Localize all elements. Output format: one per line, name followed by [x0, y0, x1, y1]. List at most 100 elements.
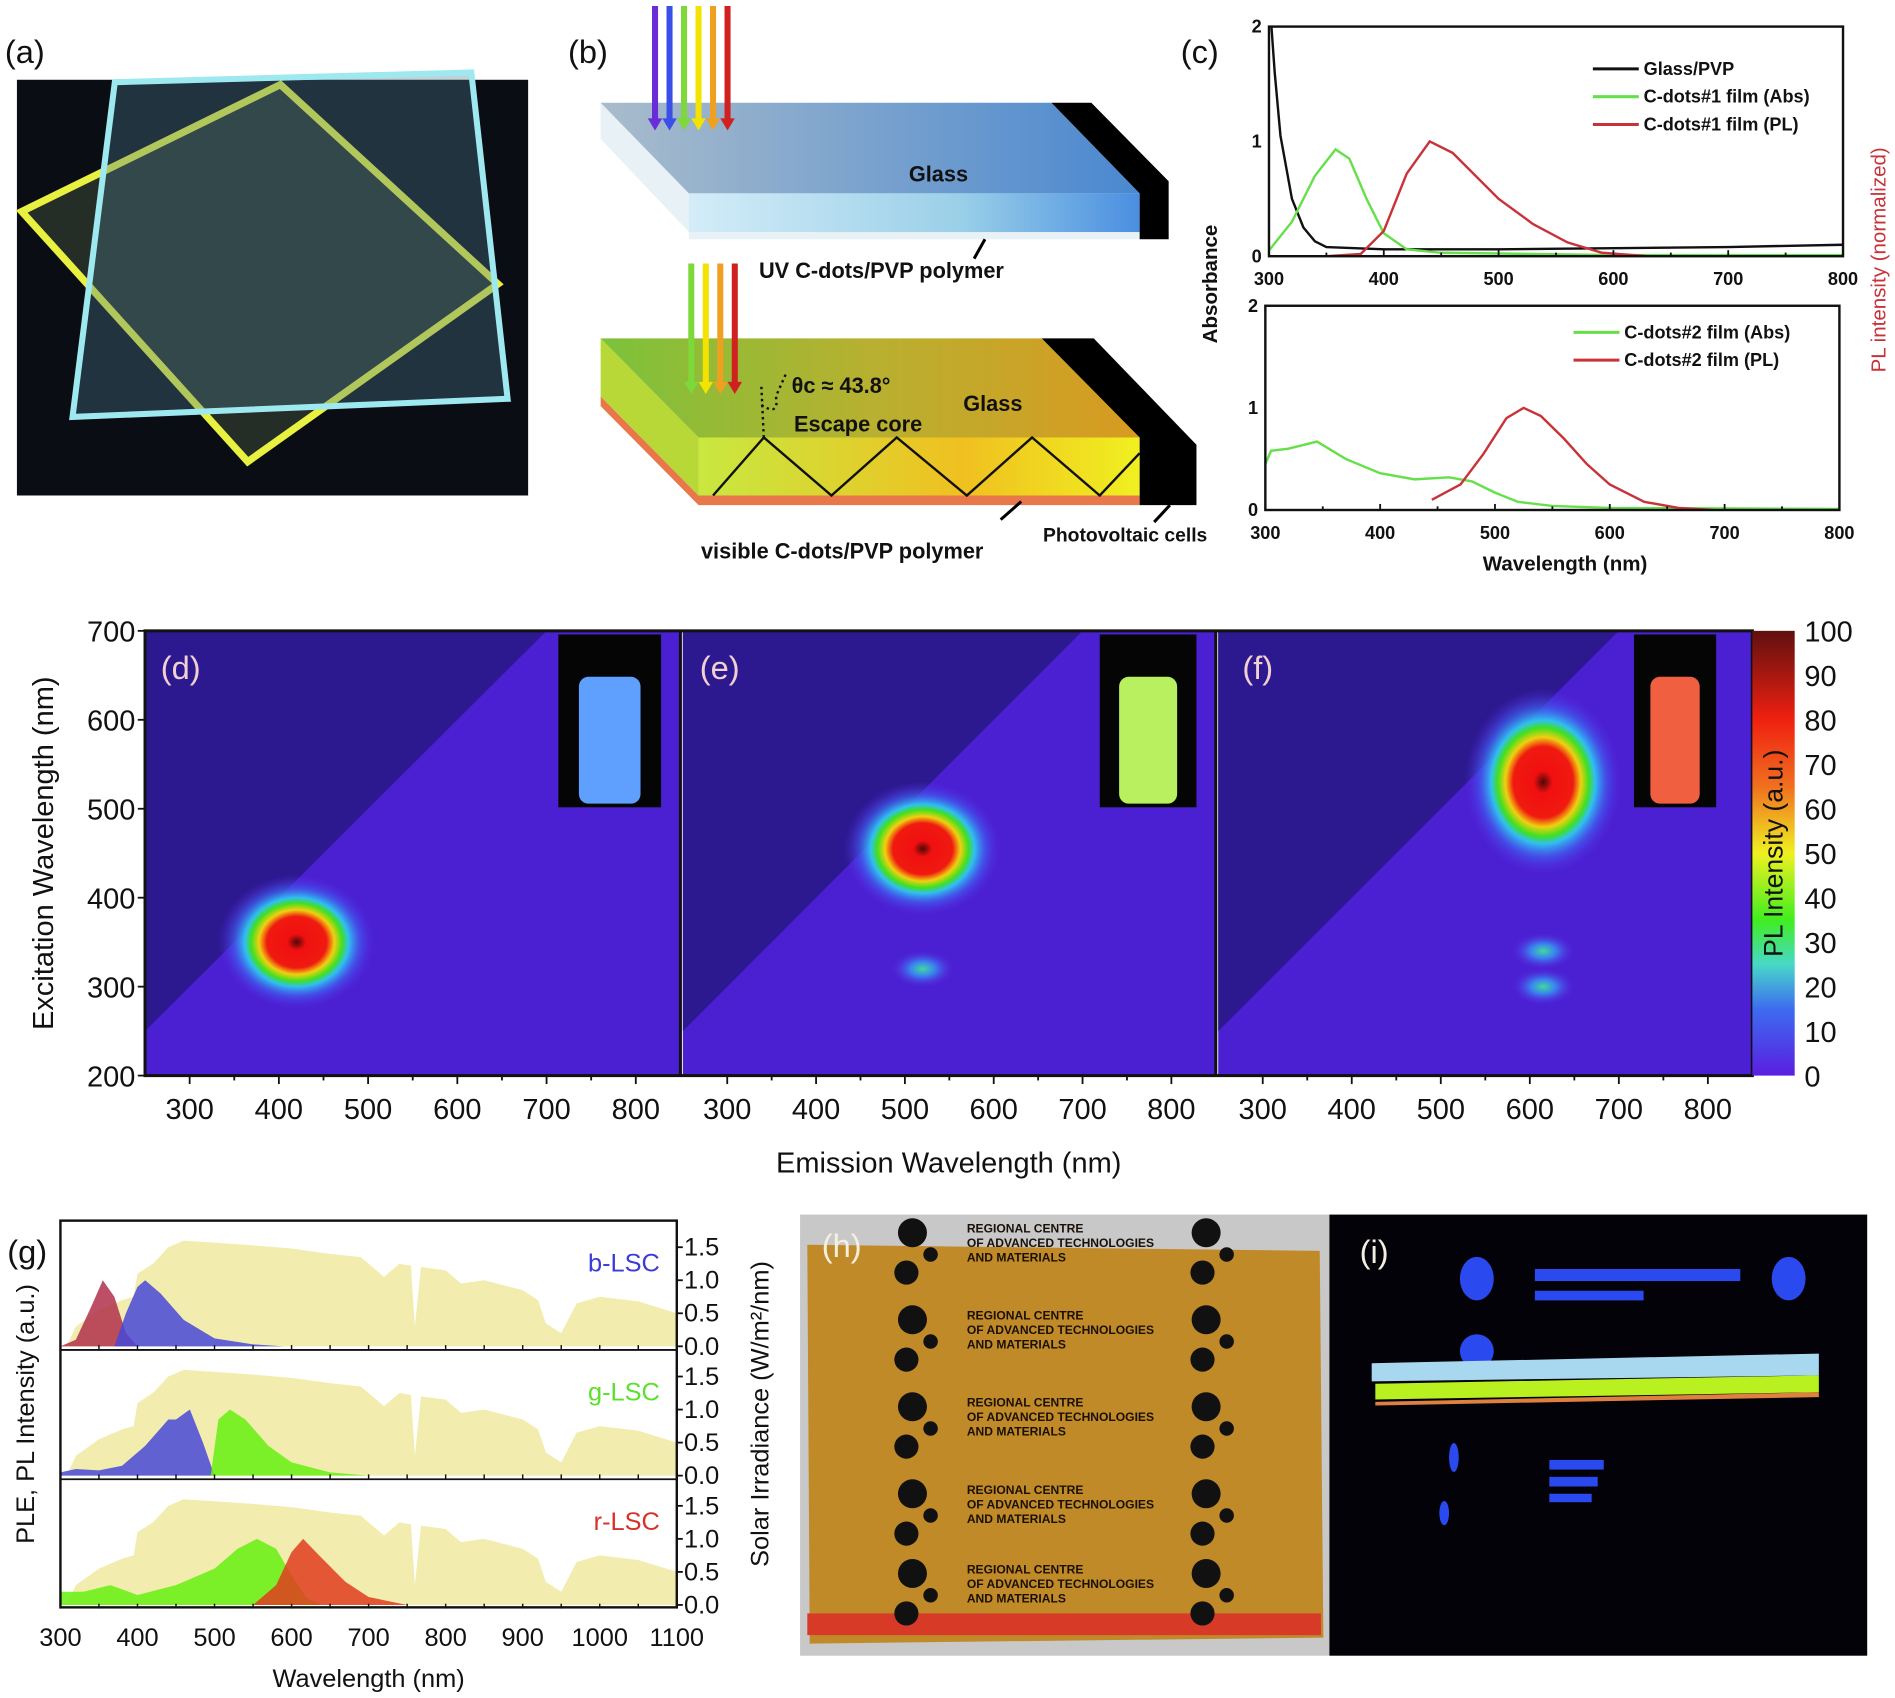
panel-c-label: (c)	[1181, 33, 1219, 70]
x-tick-label: 1000	[572, 1624, 628, 1652]
solar-spectrum-area	[60, 1499, 677, 1605]
panel-h-label: (h)	[822, 1227, 862, 1264]
y-tick-label: 700	[87, 617, 135, 649]
arrow-head-icon	[647, 118, 663, 131]
x-tick-label: 600	[1598, 269, 1628, 289]
logo-dot-icon	[923, 1588, 938, 1603]
chart-c-bottom: C-dots#2 film (Abs) C-dots#2 film (PL) 300…	[1248, 296, 1854, 543]
arrow-head-icon	[691, 118, 706, 131]
arrow-head-icon	[662, 118, 677, 131]
heatmap-peak	[890, 950, 955, 988]
legend-label: C-dots#2 film (PL)	[1624, 350, 1779, 370]
y-tick-label: 1.5	[684, 1234, 719, 1262]
visible-light-arrows	[684, 263, 743, 394]
logo-dot-icon	[897, 1392, 927, 1422]
panel-i-photo	[1329, 1214, 1868, 1656]
photo-text: REGIONAL CENTRE	[967, 1396, 1084, 1410]
incident-light-arrows	[647, 6, 735, 131]
arrow-head-icon	[720, 118, 735, 131]
logo-dot-icon	[1191, 1479, 1221, 1509]
panel-a-photo	[15, 69, 529, 496]
y-tick-label: 2	[1248, 296, 1258, 316]
colorbar-tick-label: 90	[1804, 661, 1836, 693]
spectrum-area	[253, 1538, 408, 1605]
logo-dot-icon	[923, 1247, 938, 1262]
logo-dot-icon	[894, 1347, 919, 1372]
y-tick-label: 300	[87, 973, 135, 1005]
subplot-label: g-LSC	[588, 1379, 660, 1407]
x-tick-label: 500	[1417, 1094, 1465, 1126]
c-right-axis-label: PL intensity (normalized)	[1867, 147, 1890, 372]
x-tick-label: 700	[347, 1624, 389, 1652]
lsc-diagram: Glass UV C-dots/PVP polymer θc ≈ 43.8° E…	[600, 6, 1207, 563]
logo-dot-icon	[1190, 1521, 1215, 1546]
x-tick-label: 300	[165, 1094, 213, 1126]
x-tick-label: 500	[1483, 269, 1513, 289]
y-tick-label: 0	[1248, 500, 1258, 520]
heatmap-peak	[218, 874, 376, 1010]
logo-dot-icon	[923, 1421, 938, 1436]
logo-dot-icon	[923, 1334, 938, 1349]
panel-f-label: (f)	[1242, 649, 1273, 686]
legend-label: C-dots#1 film (Abs)	[1644, 87, 1810, 107]
pv-cells-label: Photovoltaic cells	[1043, 525, 1207, 546]
y-tick-label: 1.0	[684, 1525, 719, 1553]
x-tick-label: 700	[522, 1094, 570, 1126]
y-tick-label: 200	[87, 1061, 135, 1093]
x-tick-label: 700	[1595, 1094, 1643, 1126]
uv-layer-label: UV C-dots/PVP polymer	[759, 258, 1004, 283]
uv-glass-top	[600, 102, 1140, 194]
x-tick-label: 500	[881, 1094, 929, 1126]
x-tick-label: 300	[703, 1094, 751, 1126]
pv-cell-bottom	[1041, 338, 1197, 506]
x-tick-label: 600	[270, 1624, 312, 1652]
x-tick-label: 1100	[650, 1624, 705, 1652]
logo-dot-icon	[1219, 1508, 1234, 1523]
subplot-g-LSC: g-LSC 0.0 0.5 1.0 1.5	[59, 1349, 719, 1490]
logo-dot-icon	[894, 1601, 919, 1626]
panel-g-label: (g)	[7, 1233, 47, 1270]
g-x-axis-label: Wavelength (nm)	[273, 1665, 465, 1693]
colorbar-tick-label: 30	[1804, 928, 1836, 960]
photo-text: OF ADVANCED TECHNOLOGIES	[967, 1410, 1154, 1424]
heatmap-d: 300 400 500 600 700 800 200 300 400 500 600 700	[87, 617, 682, 1126]
vial-icon	[1119, 676, 1178, 804]
y-tick-label: 0.5	[684, 1429, 719, 1457]
panel-d-label: (d)	[161, 649, 201, 686]
def-x-axis-label: Emission Wavelength (nm)	[776, 1147, 1121, 1179]
logo-dot-icon	[894, 1521, 919, 1546]
heatmap-peak	[843, 781, 1002, 917]
logo-dot-icon	[894, 1434, 919, 1459]
arrow-head-icon	[676, 118, 692, 131]
subplot-label: r-LSC	[594, 1508, 660, 1536]
panel-e-label: (e)	[700, 649, 740, 686]
c-x-axis-label: Wavelength (nm)	[1483, 552, 1648, 575]
arrow-head-icon	[684, 381, 699, 394]
colorbar-label: PL Intensity (a.u.)	[1759, 750, 1789, 957]
x-tick-label: 400	[1328, 1094, 1376, 1126]
y-tick-label: 1	[1252, 131, 1262, 151]
plot-frame	[59, 1219, 678, 1609]
glass-label-bottom: Glass	[963, 391, 1022, 416]
visible-layer-label: visible C-dots/PVP polymer	[701, 538, 984, 563]
x-tick-label: 400	[1369, 269, 1399, 289]
logo-dot-icon	[1190, 1347, 1215, 1372]
solar-spectrum-area	[60, 1240, 677, 1347]
arrow-head-icon	[698, 381, 714, 394]
green-lsc-edge	[1375, 1375, 1819, 1400]
panel-b-label: (b)	[568, 33, 608, 70]
y-tick-label: 1	[1248, 398, 1258, 418]
photo-text: REGIONAL CENTRE	[967, 1309, 1084, 1323]
heatmap-e: 300 400 500 600 700 800	[682, 630, 1218, 1126]
x-tick-label: 700	[1713, 269, 1743, 289]
pv-cell-top	[1051, 102, 1169, 240]
logo-dot-icon	[1191, 1559, 1221, 1589]
red-lsc-edge	[1375, 1392, 1819, 1406]
legend-label: Glass/PVP	[1644, 59, 1735, 79]
photo-text: OF ADVANCED TECHNOLOGIES	[967, 1323, 1154, 1337]
blue-lsc-plate	[69, 69, 511, 421]
colorbar-tick-label: 80	[1804, 706, 1836, 738]
y-tick-label: 1.5	[684, 1363, 719, 1391]
photo-text: AND MATERIALS	[967, 1425, 1066, 1439]
